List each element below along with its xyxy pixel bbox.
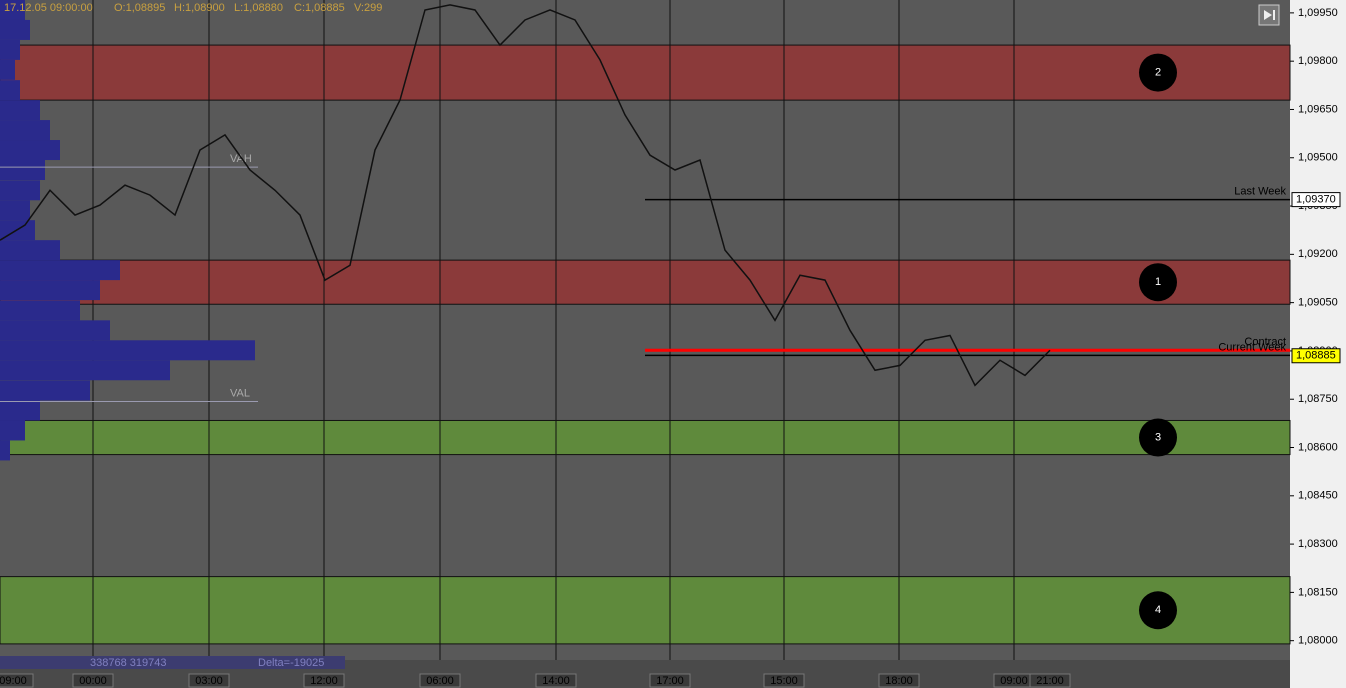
zone-label: 1: [1155, 276, 1161, 288]
zone: [0, 576, 1291, 645]
profile-bar: [0, 100, 40, 121]
y-tick-label: 1,08450: [1298, 490, 1338, 502]
x-tick-label: 06:00: [426, 675, 454, 687]
scroll-icon: [1264, 10, 1275, 20]
profile-bar: [0, 360, 170, 381]
profile-bar: [0, 39, 20, 60]
profile-bar: [0, 260, 120, 281]
x-tick-box: [72, 673, 114, 688]
x-tick-box: [188, 673, 230, 688]
x-tick-label: 15:00: [770, 675, 798, 687]
y-tick-label: 1,09500: [1298, 152, 1338, 164]
y-tick-label: 1,09050: [1298, 297, 1338, 309]
profile-bar: [0, 200, 30, 221]
profile-bar: [0, 120, 50, 141]
footer-volume: 338768 319743: [90, 657, 166, 669]
level-label: Last Week: [1234, 186, 1286, 198]
x-tick-box: [649, 673, 691, 688]
y-tick-label: 1,08600: [1298, 441, 1338, 453]
profile-bar: [0, 59, 15, 80]
value-area-label: VAH: [230, 153, 252, 165]
y-tick-label: 1,09650: [1298, 103, 1338, 115]
x-tick-box: [535, 673, 577, 688]
x-tick-box: [763, 673, 805, 688]
zone-badge: [1139, 418, 1177, 457]
profile-bar: [0, 420, 25, 441]
profile-bar: [0, 240, 60, 261]
header-info: O:1,08895: [114, 2, 165, 14]
footer-box: [0, 656, 345, 669]
x-tick-box: [419, 673, 461, 688]
y-tick-label: 1,09200: [1298, 248, 1338, 260]
zone-label: 3: [1155, 431, 1161, 443]
profile-bar: [0, 300, 80, 321]
current-price: 1,08885: [1296, 350, 1336, 362]
x-tick-label: 14:00: [542, 675, 570, 687]
profile-bar: [0, 0, 25, 20]
profile-bar: [0, 159, 45, 180]
zone: [0, 259, 1291, 305]
profile-bar: [0, 340, 255, 361]
footer-delta: Delta=-19025: [258, 657, 324, 669]
level-label: Current Week: [1218, 341, 1286, 353]
level-label: Contract: [1244, 336, 1286, 348]
y-tick-label: 1,08000: [1298, 635, 1338, 647]
x-tick-box: [1029, 673, 1071, 688]
x-tick-box: [303, 673, 345, 688]
profile-bar: [0, 19, 30, 40]
profile-bar: [0, 400, 40, 421]
zone: [0, 44, 1291, 101]
profile-bar: [0, 280, 100, 301]
x-tick-label: 00:00: [79, 675, 107, 687]
current-price-box: [1291, 348, 1341, 364]
profile-bar: [0, 380, 90, 401]
plot-background: [0, 0, 1290, 660]
zone: [0, 419, 1291, 456]
x-tick-label: 21:00: [1036, 675, 1064, 687]
price-axis: [1290, 0, 1346, 688]
x-tick-label: 17:00: [656, 675, 684, 687]
x-tick-label: 03:00: [195, 675, 223, 687]
profile-bar: [0, 80, 20, 101]
header-info: L:1,08880: [234, 2, 283, 14]
profile-bar: [0, 320, 110, 341]
x-tick-box: [878, 673, 920, 688]
header-info: H:1,08900: [174, 2, 225, 14]
header-info: C:1,08885: [294, 2, 345, 14]
zone-label: 4: [1155, 604, 1161, 616]
profile-bar: [0, 140, 60, 161]
zone-badge: [1139, 591, 1177, 630]
y-tick-label: 1,09950: [1298, 7, 1338, 19]
level-price-box: [1291, 192, 1341, 208]
x-tick-label: 09:00: [1000, 675, 1028, 687]
level-price: 1,09370: [1296, 194, 1336, 206]
x-tick-label: 12:00: [310, 675, 338, 687]
x-tick-label: 09:00: [0, 675, 27, 687]
y-tick-label: 1,09800: [1298, 55, 1338, 67]
y-tick-label: 1,08150: [1298, 586, 1338, 598]
zone-badge: [1139, 263, 1177, 302]
header-info: V:299: [354, 2, 382, 14]
x-tick-box: [0, 673, 34, 688]
profile-bar: [0, 180, 40, 201]
price-line: [0, 4, 1051, 387]
x-tick-label: 18:00: [885, 675, 913, 687]
y-tick-label: 1,08300: [1298, 538, 1338, 550]
zone-label: 2: [1155, 67, 1161, 79]
header-info: 17.12.05 09:00:00: [4, 2, 93, 14]
value-area-label: VAL: [230, 387, 250, 399]
zone-badge: [1139, 53, 1177, 92]
y-tick-label: 1,08750: [1298, 393, 1338, 405]
profile-bar: [0, 440, 10, 461]
